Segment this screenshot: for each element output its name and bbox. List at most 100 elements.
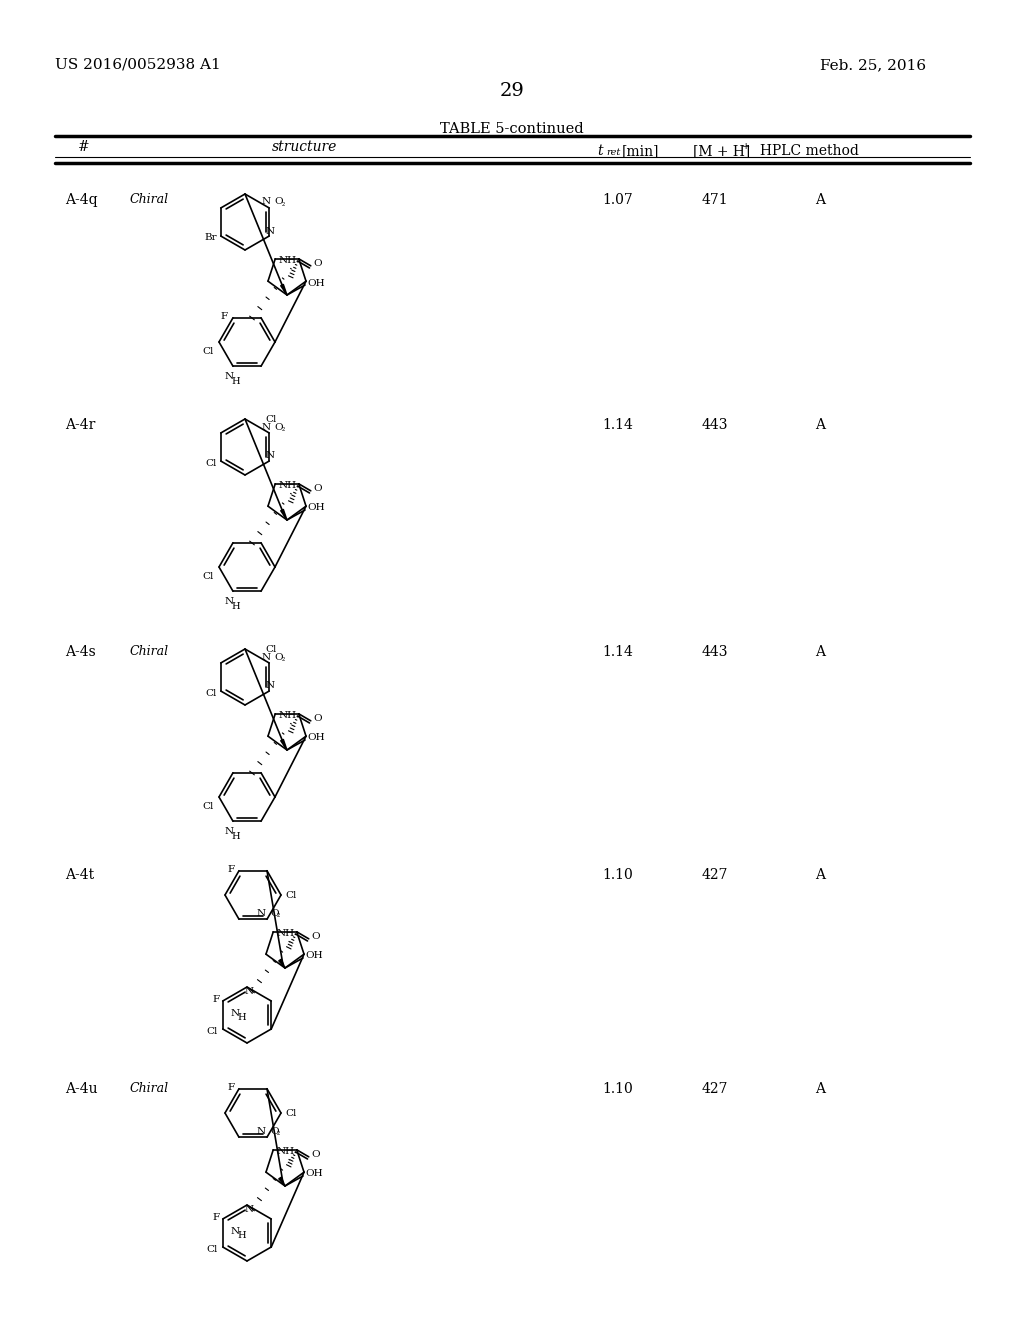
Text: O: O xyxy=(274,652,283,661)
Text: Cl: Cl xyxy=(203,347,214,356)
Text: O: O xyxy=(311,932,321,941)
Text: N: N xyxy=(224,597,233,606)
Text: structure: structure xyxy=(272,140,338,154)
Text: ₂: ₂ xyxy=(278,1129,281,1138)
Text: A: A xyxy=(815,1082,825,1096)
Text: H: H xyxy=(238,1012,247,1022)
Text: F: F xyxy=(221,313,228,321)
Text: TABLE 5-continued: TABLE 5-continued xyxy=(440,121,584,136)
Text: Cl: Cl xyxy=(206,689,217,697)
Text: N: N xyxy=(265,681,274,690)
Text: N: N xyxy=(245,1204,254,1213)
Text: Chiral: Chiral xyxy=(130,645,169,657)
Text: H: H xyxy=(231,602,241,611)
Text: Cl: Cl xyxy=(285,1110,296,1118)
Text: H: H xyxy=(238,1232,247,1239)
Text: 443: 443 xyxy=(701,645,728,659)
Text: Cl: Cl xyxy=(203,803,214,810)
Text: N: N xyxy=(265,227,274,235)
Text: N: N xyxy=(224,372,233,381)
Polygon shape xyxy=(279,960,285,968)
Text: O: O xyxy=(270,1127,279,1135)
Text: A: A xyxy=(815,418,825,432)
Text: NH: NH xyxy=(279,482,296,490)
Text: 1.10: 1.10 xyxy=(603,1082,634,1096)
Text: A-4r: A-4r xyxy=(65,418,95,432)
Text: Cl: Cl xyxy=(285,891,296,900)
Text: N: N xyxy=(265,451,274,461)
Text: N: N xyxy=(245,986,254,995)
Text: 471: 471 xyxy=(701,193,728,207)
Text: Cl: Cl xyxy=(265,644,276,653)
Text: HPLC method: HPLC method xyxy=(760,144,859,158)
Text: ₂: ₂ xyxy=(278,911,281,919)
Text: A: A xyxy=(815,645,825,659)
Text: O: O xyxy=(274,198,283,206)
Text: Cl: Cl xyxy=(207,1246,218,1254)
Text: NH: NH xyxy=(276,1147,294,1156)
Text: H: H xyxy=(231,378,241,387)
Text: Cl: Cl xyxy=(206,458,217,467)
Text: ₂: ₂ xyxy=(282,425,285,433)
Text: F: F xyxy=(213,995,220,1005)
Text: 1.10: 1.10 xyxy=(603,869,634,882)
Text: OH: OH xyxy=(307,279,325,288)
Text: A-4t: A-4t xyxy=(65,869,94,882)
Text: O: O xyxy=(311,1150,321,1159)
Text: ₂: ₂ xyxy=(282,201,285,209)
Text: F: F xyxy=(228,1084,234,1092)
Text: 1.14: 1.14 xyxy=(602,418,634,432)
Text: N: N xyxy=(230,1008,240,1018)
Text: OH: OH xyxy=(307,734,325,742)
Text: O: O xyxy=(274,422,283,432)
Text: N: N xyxy=(257,1127,266,1135)
Text: A-4q: A-4q xyxy=(65,193,97,207)
Text: 29: 29 xyxy=(500,82,524,100)
Text: N: N xyxy=(261,422,270,432)
Text: N: N xyxy=(257,908,266,917)
Polygon shape xyxy=(279,1177,285,1185)
Text: t: t xyxy=(597,144,603,158)
Text: 1.14: 1.14 xyxy=(602,645,634,659)
Text: NH: NH xyxy=(279,256,296,265)
Text: 427: 427 xyxy=(701,1082,728,1096)
Text: 443: 443 xyxy=(701,418,728,432)
Text: +: + xyxy=(742,143,751,150)
Text: US 2016/0052938 A1: US 2016/0052938 A1 xyxy=(55,58,221,73)
Text: OH: OH xyxy=(307,503,325,512)
Text: [min]: [min] xyxy=(622,144,659,158)
Text: OH: OH xyxy=(305,952,323,961)
Text: F: F xyxy=(228,865,234,874)
Text: O: O xyxy=(313,484,323,494)
Polygon shape xyxy=(281,284,287,294)
Text: Cl: Cl xyxy=(265,414,276,424)
Text: Br: Br xyxy=(204,234,217,243)
Text: [M + H]: [M + H] xyxy=(693,144,751,158)
Text: NH: NH xyxy=(279,711,296,721)
Text: O: O xyxy=(313,714,323,723)
Text: ₂: ₂ xyxy=(282,655,285,663)
Text: F: F xyxy=(213,1213,220,1222)
Text: OH: OH xyxy=(305,1170,323,1179)
Text: N: N xyxy=(261,198,270,206)
Text: A-4s: A-4s xyxy=(65,645,96,659)
Text: Feb. 25, 2016: Feb. 25, 2016 xyxy=(820,58,926,73)
Text: 427: 427 xyxy=(701,869,728,882)
Text: 1.07: 1.07 xyxy=(603,193,634,207)
Polygon shape xyxy=(281,510,287,520)
Text: ret: ret xyxy=(606,148,621,157)
Text: A-4u: A-4u xyxy=(65,1082,97,1096)
Text: NH: NH xyxy=(276,929,294,939)
Text: #: # xyxy=(78,140,90,154)
Text: Chiral: Chiral xyxy=(130,1082,169,1096)
Text: O: O xyxy=(313,259,323,268)
Text: N: N xyxy=(230,1228,240,1236)
Text: Cl: Cl xyxy=(203,572,214,581)
Text: A: A xyxy=(815,193,825,207)
Text: N: N xyxy=(224,828,233,837)
Text: A: A xyxy=(815,869,825,882)
Text: N: N xyxy=(261,652,270,661)
Polygon shape xyxy=(281,739,287,750)
Text: Chiral: Chiral xyxy=(130,193,169,206)
Text: H: H xyxy=(231,832,241,841)
